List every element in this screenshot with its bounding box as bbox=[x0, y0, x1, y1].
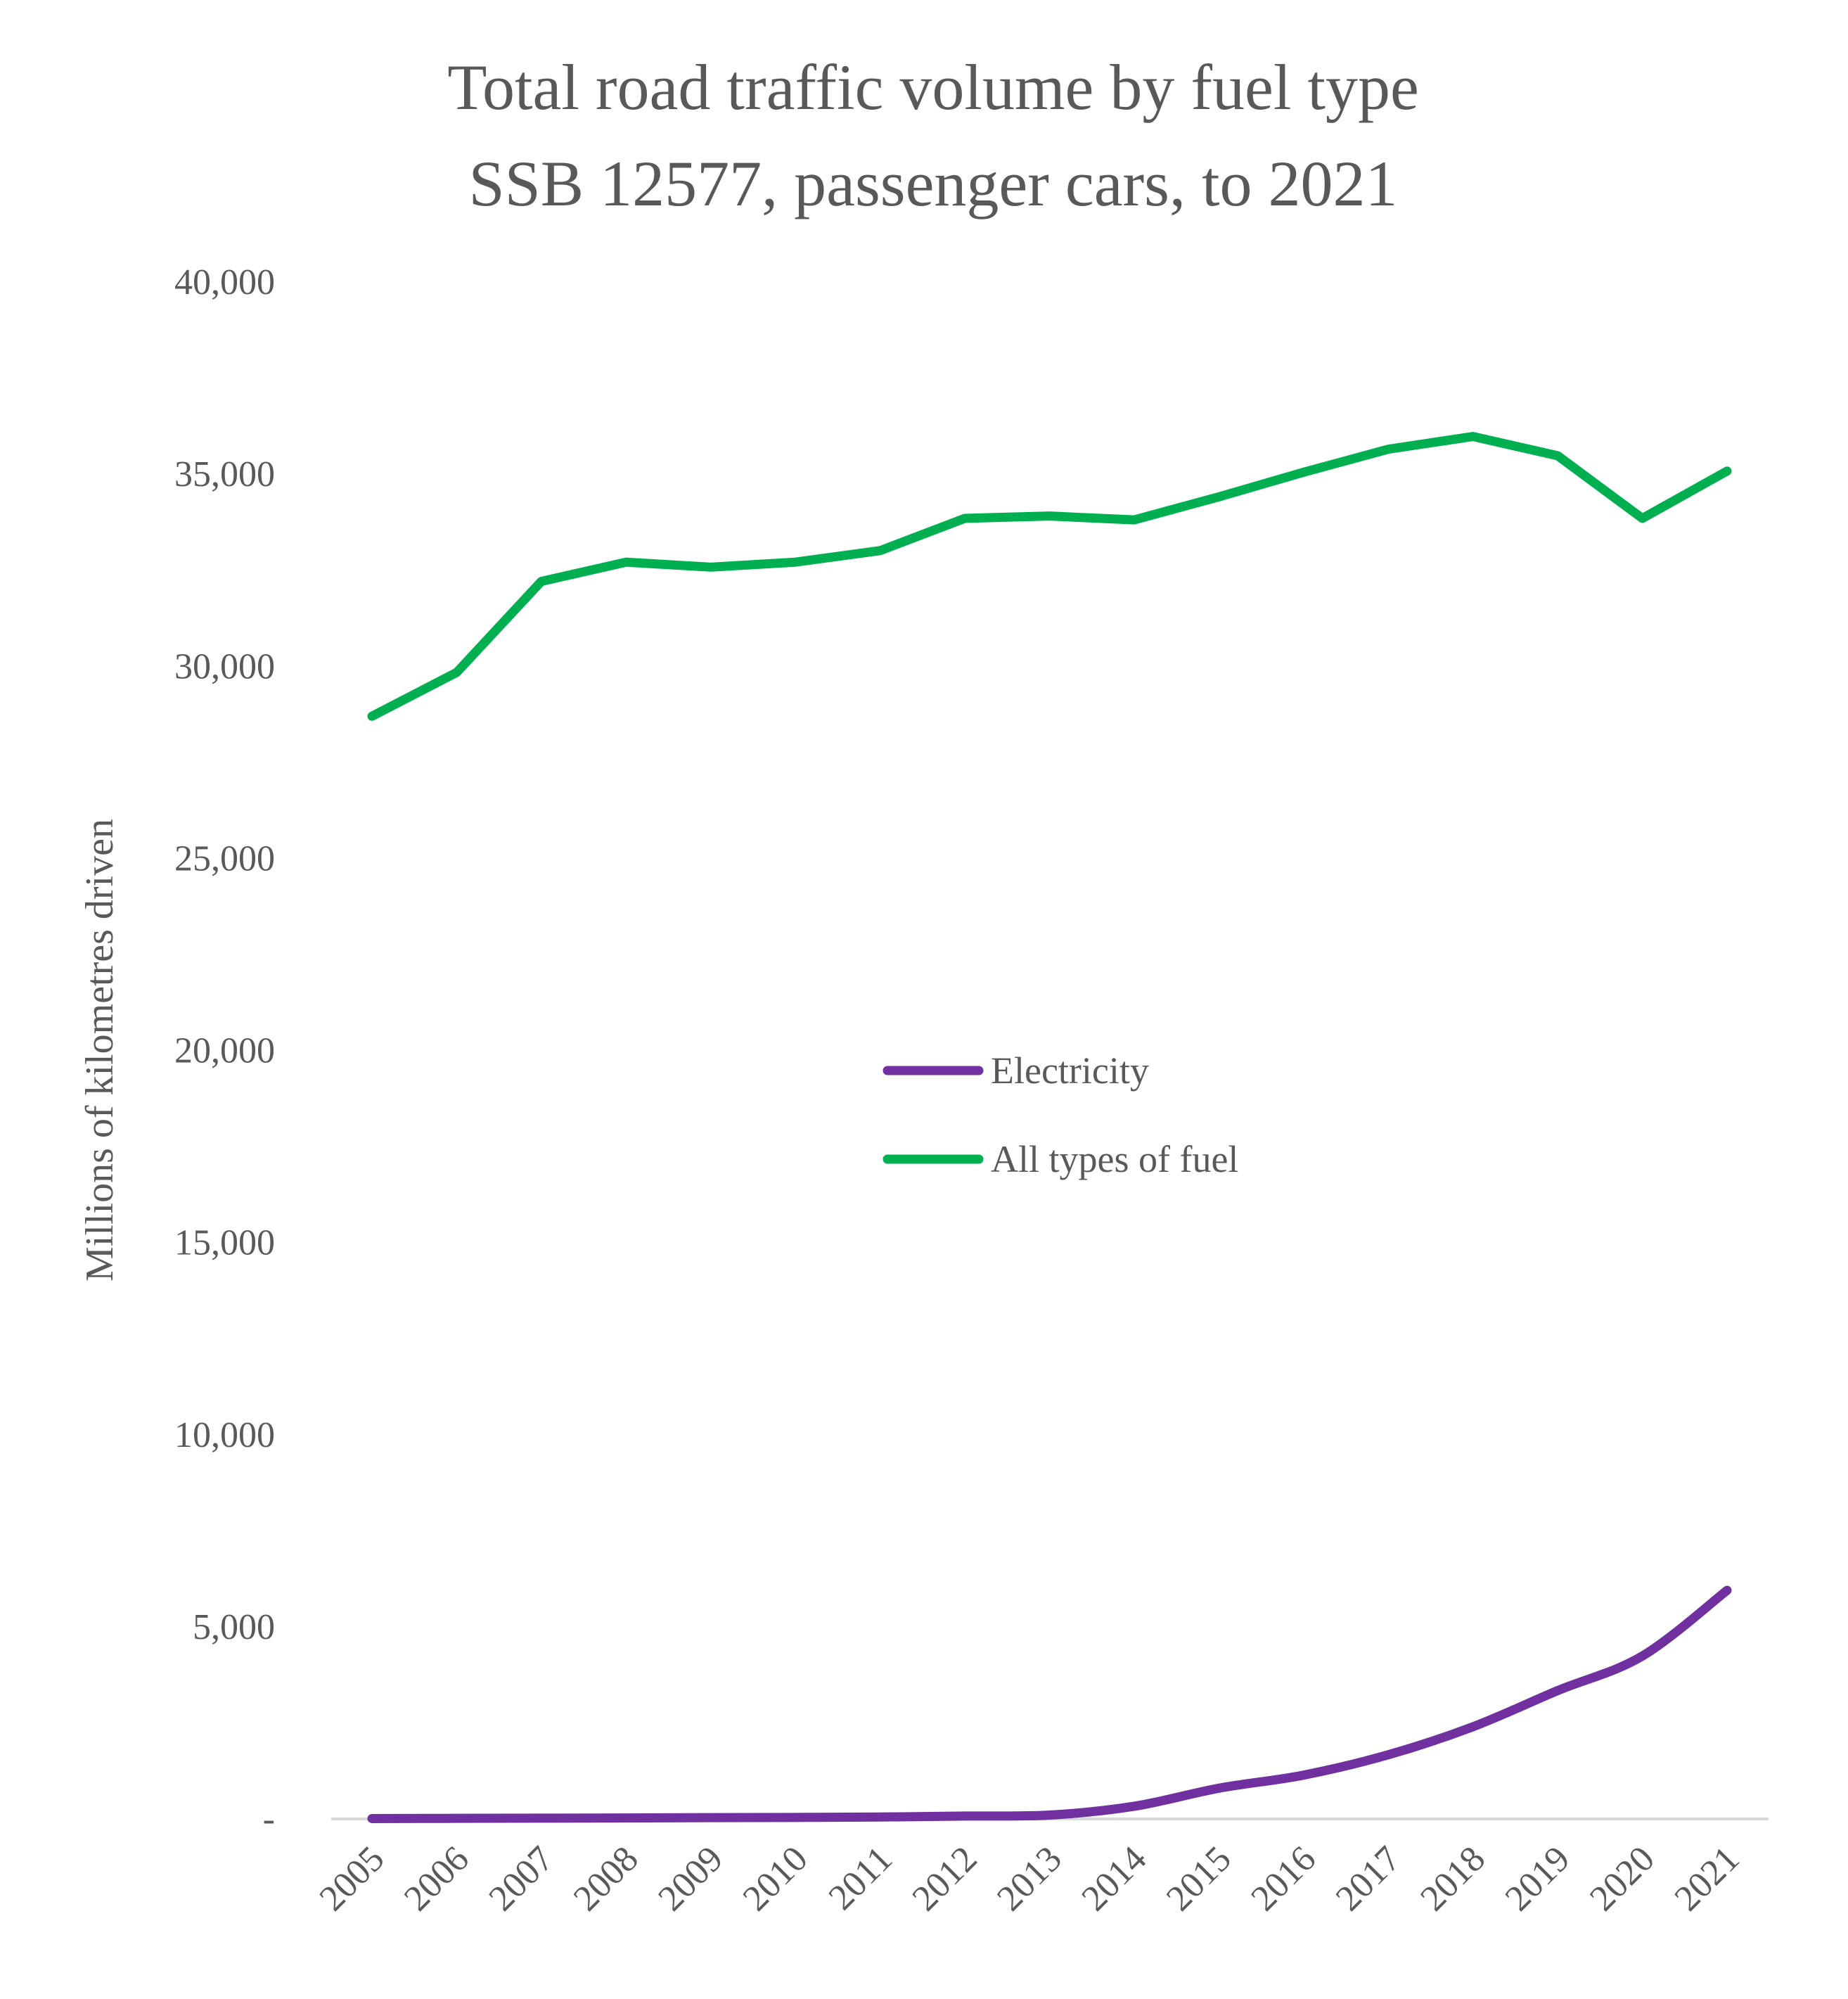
data-point bbox=[368, 1814, 376, 1823]
data-point bbox=[1214, 1784, 1224, 1793]
x-tick-label: 2016 bbox=[1243, 1839, 1323, 1919]
data-point bbox=[1638, 1652, 1647, 1661]
y-tick-label: - bbox=[263, 1799, 275, 1839]
x-tick-label: 2013 bbox=[989, 1839, 1070, 1919]
data-point bbox=[1553, 451, 1563, 460]
series-line-all-fuel bbox=[367, 432, 1732, 721]
data-point bbox=[1299, 1770, 1308, 1780]
x-tick-label: 2019 bbox=[1498, 1839, 1578, 1919]
data-point bbox=[1638, 513, 1647, 523]
series-line-electricity bbox=[367, 1585, 1732, 1823]
x-tick-label: 2006 bbox=[397, 1839, 477, 1919]
x-tick-label: 2011 bbox=[821, 1839, 900, 1917]
data-point bbox=[961, 1811, 970, 1820]
data-point bbox=[537, 577, 546, 586]
y-tick-label: 35,000 bbox=[174, 454, 275, 494]
x-tick-label: 2017 bbox=[1328, 1839, 1409, 1919]
data-point bbox=[452, 1814, 461, 1823]
series-group bbox=[367, 432, 1732, 1823]
x-tick-label: 2018 bbox=[1413, 1839, 1493, 1919]
data-point bbox=[875, 1813, 885, 1822]
legend: Electricity All types of fuel bbox=[883, 1049, 1238, 1180]
y-tick-label: 5,000 bbox=[193, 1607, 275, 1647]
data-point bbox=[1214, 492, 1224, 502]
data-point bbox=[1384, 1750, 1393, 1759]
legend-label: Electricity bbox=[991, 1049, 1149, 1092]
y-tick-label: 40,000 bbox=[174, 262, 275, 302]
x-tick-label: 2005 bbox=[312, 1839, 392, 1919]
data-point bbox=[1723, 466, 1731, 475]
data-point bbox=[1553, 1686, 1563, 1695]
y-axis-ticks: - 5,000 10,000 15,000 20,000 25,000 30,000 35,0… bbox=[174, 262, 275, 1839]
y-tick-label: 10,000 bbox=[174, 1415, 275, 1455]
data-point bbox=[622, 1813, 631, 1822]
x-tick-label: 2015 bbox=[1159, 1839, 1239, 1919]
data-point bbox=[1723, 1585, 1731, 1595]
legend-label: All types of fuel bbox=[991, 1138, 1238, 1180]
x-tick-label: 2012 bbox=[905, 1839, 985, 1919]
data-point bbox=[368, 712, 376, 721]
data-point bbox=[1045, 1810, 1054, 1820]
x-axis-ticks: 2005 2006 2007 2008 2009 2010 2011 2012 2013 2014… bbox=[312, 1839, 1747, 1919]
data-point bbox=[537, 1813, 546, 1822]
y-tick-label: 30,000 bbox=[174, 646, 275, 686]
data-point bbox=[706, 1813, 715, 1822]
data-point bbox=[1129, 516, 1138, 525]
data-point bbox=[875, 546, 885, 555]
x-tick-label: 2020 bbox=[1582, 1839, 1662, 1919]
y-tick-label: 15,000 bbox=[174, 1223, 275, 1263]
x-tick-label: 2007 bbox=[482, 1839, 562, 1919]
chart-subtitle: SSB 12577, passenger cars, to 2021 bbox=[468, 148, 1397, 219]
x-tick-label: 2010 bbox=[736, 1839, 816, 1919]
data-point bbox=[1129, 1801, 1138, 1810]
y-tick-label: 20,000 bbox=[174, 1031, 275, 1071]
data-point bbox=[706, 563, 715, 572]
y-axis-label: Millions of kilometres driven bbox=[78, 819, 122, 1282]
data-point bbox=[452, 668, 461, 677]
data-point bbox=[1299, 468, 1308, 477]
x-tick-label: 2021 bbox=[1667, 1839, 1747, 1919]
data-point bbox=[1384, 445, 1393, 454]
x-tick-label: 2009 bbox=[650, 1839, 731, 1919]
data-point bbox=[961, 513, 970, 523]
chart-title: Total road traffic volume by fuel type bbox=[447, 51, 1419, 123]
data-point bbox=[1045, 511, 1054, 520]
y-tick-label: 25,000 bbox=[174, 838, 275, 879]
x-tick-label: 2008 bbox=[566, 1839, 646, 1919]
data-point bbox=[1468, 432, 1477, 441]
data-point bbox=[791, 558, 800, 567]
data-point bbox=[1468, 1722, 1477, 1731]
data-point bbox=[622, 558, 631, 567]
x-tick-label: 2014 bbox=[1074, 1839, 1155, 1919]
data-point bbox=[791, 1813, 800, 1822]
